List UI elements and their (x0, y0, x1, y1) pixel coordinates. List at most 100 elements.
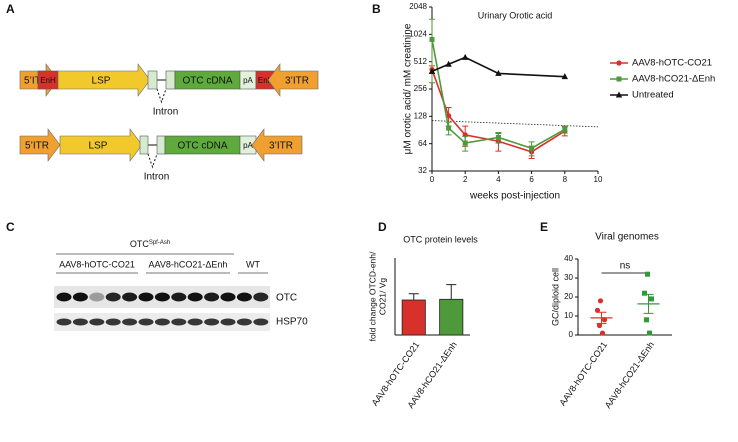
band (171, 318, 187, 326)
construct-label: 3’ITR (285, 76, 309, 87)
band (122, 318, 138, 326)
marker (644, 317, 649, 323)
x-tick-label: 6 (529, 175, 534, 184)
marker (529, 145, 535, 151)
construct-box (147, 70, 158, 90)
chart-title: Urinary Orotic acid (478, 10, 553, 20)
marker (561, 73, 568, 80)
marker (599, 330, 606, 336)
marker (616, 76, 622, 82)
bar (439, 298, 464, 336)
construct-label: OTC cDNA (178, 141, 228, 152)
blot-title: OTCSpf-Ash (130, 239, 170, 249)
band-label: HSP70 (276, 317, 308, 328)
panel-label: C (6, 220, 15, 234)
band (204, 292, 220, 302)
x-tick-label: AAV8-hCO21-ΔEnh (603, 340, 656, 410)
blot-group-label: WT (246, 259, 260, 269)
construct-arrow (59, 128, 143, 162)
marker (649, 296, 654, 302)
blot-title-sup: Spf-Ash (149, 240, 170, 246)
x-axis-label: weeks post-injection (469, 191, 560, 202)
y-axis-label: fold change OTCD-enh/ (367, 251, 377, 341)
y-tick-label: 128 (414, 111, 428, 120)
y-axis-label: CO21/ Vg (377, 278, 387, 316)
marker (594, 307, 601, 313)
intron-label: Intron (144, 172, 170, 183)
legend-label: AAV8-hCO21-ΔEnh (632, 74, 715, 85)
y-tick-label: 20 (564, 292, 573, 301)
marker (642, 290, 647, 296)
construct-box (139, 135, 149, 155)
band (236, 318, 252, 326)
bar (401, 299, 426, 336)
band (56, 292, 72, 302)
band (253, 318, 269, 326)
y-tick-label: 40 (564, 254, 573, 263)
band (105, 292, 121, 302)
band (204, 318, 220, 326)
marker (462, 53, 469, 60)
band (154, 292, 170, 302)
construct-arrow (57, 63, 151, 97)
legend-label: Untreated (632, 90, 674, 101)
band (187, 292, 203, 302)
error-bar (643, 293, 654, 314)
band (253, 292, 269, 302)
x-tick-label: AAV8-hOTC-CO21 (557, 340, 609, 408)
band-label: OTC (276, 293, 297, 304)
x-tick-label: 0 (430, 175, 435, 184)
error-bar (408, 293, 419, 300)
marker (446, 125, 452, 131)
reference-line (431, 120, 599, 128)
band (220, 318, 236, 326)
construct-box (165, 70, 176, 90)
y-tick-label: 32 (418, 166, 427, 175)
construct-arrow (267, 63, 319, 97)
construct-arrow (251, 128, 303, 162)
error-bar (446, 284, 457, 300)
marker (596, 322, 603, 329)
band (122, 292, 138, 302)
construct-label: Enh (258, 76, 272, 85)
y-tick-label: 0 (569, 330, 574, 339)
band (220, 292, 236, 302)
marker (429, 36, 435, 42)
band (72, 292, 88, 302)
intron-splice (156, 88, 167, 104)
band (187, 318, 203, 326)
intron-label: Intron (153, 107, 179, 118)
construct-label: pA (243, 76, 253, 85)
panel-label: D (378, 220, 387, 234)
marker (495, 134, 501, 140)
marker (445, 60, 452, 67)
band (171, 292, 187, 302)
y-axis-label: μM orotic acid/ mM creatinine (403, 23, 414, 154)
construct-arrow (19, 128, 61, 162)
series-line (431, 39, 566, 150)
construct-label: 5’ITR (24, 76, 48, 87)
y-tick-label: 30 (564, 273, 573, 282)
band (105, 318, 121, 326)
marker (428, 67, 436, 74)
y-tick-label: 10 (564, 311, 573, 320)
blot-group-label: AAV8-hOTC-CO21 (59, 259, 135, 269)
y-tick-label: 512 (414, 57, 428, 66)
x-tick-label: 2 (463, 175, 468, 184)
y-tick-label: 64 (418, 139, 427, 148)
marker (562, 126, 568, 132)
construct-label: LSP (92, 76, 111, 87)
construct-label: EnH (40, 76, 56, 85)
band (89, 292, 105, 302)
y-tick-label: 2048 (409, 2, 427, 11)
construct-box (156, 135, 166, 155)
band (138, 318, 154, 326)
x-tick-label: 4 (496, 175, 501, 184)
chart-title: OTC protein levels (403, 234, 478, 244)
x-tick-label: 10 (594, 175, 603, 184)
marker (597, 298, 604, 304)
chart-title: Viral genomes (595, 232, 659, 243)
construct-label: OTC cDNA (183, 76, 233, 87)
marker (462, 140, 468, 146)
